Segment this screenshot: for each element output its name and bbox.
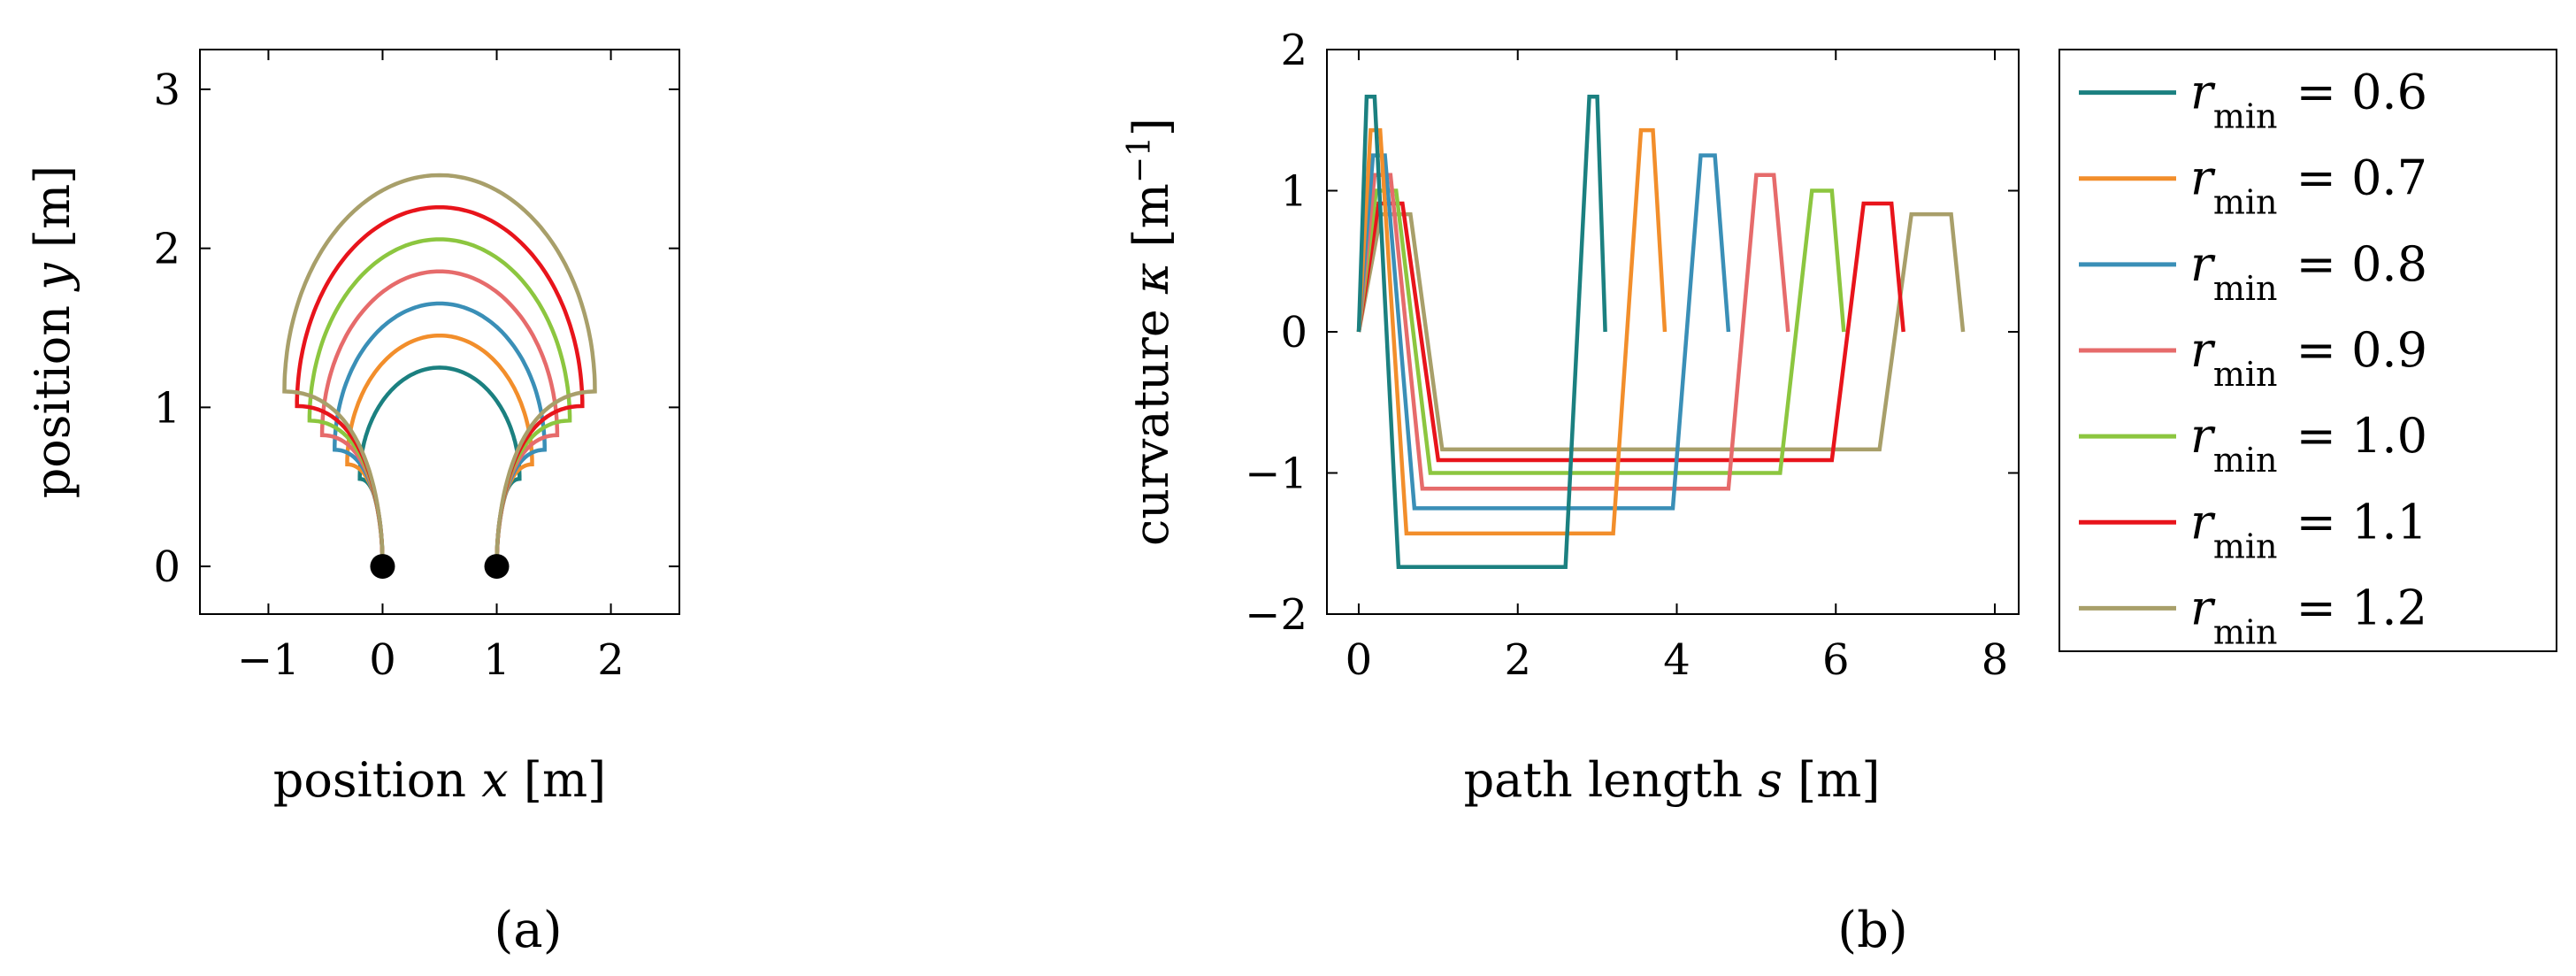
chart-a-series-line: [345, 333, 534, 567]
chart-b-series-group: [1356, 94, 1966, 570]
legend-label: rmin = 0.6: [2190, 65, 2427, 136]
legend-item: rmin = 0.6: [2079, 65, 2427, 136]
chart-a-y-tick-label: 1: [153, 383, 180, 433]
chart-b-y-tick-label: −1: [1245, 450, 1307, 499]
chart-a-series-line: [307, 237, 572, 567]
chart-a-series-line: [282, 173, 597, 567]
chart-b-y-tick-label: 2: [1280, 26, 1307, 75]
chart-b-x-tick-label: 4: [1663, 635, 1690, 685]
chart-a-x-tick-label: 1: [483, 635, 510, 685]
chart-b-series-line: [1356, 127, 1668, 536]
legend-label: rmin = 0.9: [2190, 322, 2427, 394]
chart-a-start-point: [370, 554, 395, 580]
chart-a-panel-label: (a): [494, 902, 562, 959]
legend-label: rmin = 0.7: [2190, 150, 2427, 222]
chart-b-x-axis-label: path length s [m]: [1464, 752, 1881, 808]
chart-a-x-tick-label: 2: [597, 635, 625, 685]
chart-b-y-ticks: −2 −1 0 1 2: [1245, 26, 2019, 640]
chart-b-x-tick-label: 2: [1504, 635, 1531, 685]
legend-item: rmin = 1.1: [2079, 494, 2427, 565]
chart-a-series-line: [319, 269, 560, 567]
chart-a-start-point: [484, 554, 510, 580]
chart-b-y-tick-label: −2: [1245, 590, 1307, 640]
chart-a-y-ticks: 0 1 2 3: [153, 65, 679, 592]
chart-a-series-line: [357, 365, 522, 567]
chart-a-series-group: [282, 173, 597, 567]
chart-a-frame: [199, 49, 680, 615]
chart-a-start-points: [370, 554, 510, 580]
legend-item: rmin = 0.7: [2079, 150, 2427, 222]
legend-label: rmin = 1.0: [2190, 408, 2427, 480]
legend: rmin = 0.6 rmin = 0.7 rmin = 0.8 rmin = 0.9…: [2058, 49, 2557, 652]
chart-a-x-tick-label: 0: [369, 635, 396, 685]
chart-a-x-tick-label: −1: [237, 635, 300, 685]
legend-item: rmin = 0.9: [2079, 322, 2427, 394]
chart-a-y-tick-label: 2: [153, 225, 180, 274]
chart-b: 0 2 4 6 8 −2 −1 0 1 2 path length s [m] curvatur…: [1122, 26, 2020, 959]
chart-a-series-line: [333, 301, 547, 567]
chart-a-y-axis-label: position y [m]: [25, 165, 80, 499]
chart-a-series-line: [295, 204, 585, 567]
chart-b-x-tick-label: 6: [1822, 635, 1850, 685]
legend-label: rmin = 0.8: [2190, 236, 2427, 308]
chart-b-y-axis-label: curvature κ [m−1]: [1122, 118, 1180, 546]
chart-a-y-tick-label: 3: [153, 65, 180, 115]
legend-items: rmin = 0.6 rmin = 0.7 rmin = 0.8 rmin = 0.9…: [2079, 65, 2427, 651]
chart-b-x-tick-label: 8: [1982, 635, 2009, 685]
legend-item: rmin = 0.8: [2079, 236, 2427, 308]
chart-b-series-line: [1356, 94, 1607, 570]
chart-b-x-ticks: 0 2 4 6 8: [1346, 50, 2009, 685]
chart-b-y-tick-label: 1: [1280, 167, 1307, 217]
chart-a-x-axis-label: position x [m]: [273, 752, 606, 808]
chart-b-frame: [1326, 49, 2020, 615]
chart-b-x-tick-label: 0: [1346, 635, 1373, 685]
legend-label: rmin = 1.1: [2190, 494, 2427, 565]
chart-b-panel-label: (b): [1837, 902, 1908, 959]
chart-b-series-line: [1356, 153, 1731, 511]
legend-label: rmin = 1.2: [2190, 580, 2427, 651]
chart-a: −1 0 1 2 0 1 2 3 position x [m] position y [m]…: [25, 49, 680, 959]
chart-b-series-line: [1356, 201, 1905, 463]
chart-a-y-tick-label: 0: [153, 542, 180, 592]
chart-a-x-ticks: −1 0 1 2: [237, 50, 625, 685]
legend-item: rmin = 1.2: [2079, 580, 2427, 651]
chart-b-y-tick-label: 0: [1280, 308, 1307, 357]
legend-item: rmin = 1.0: [2079, 408, 2427, 480]
